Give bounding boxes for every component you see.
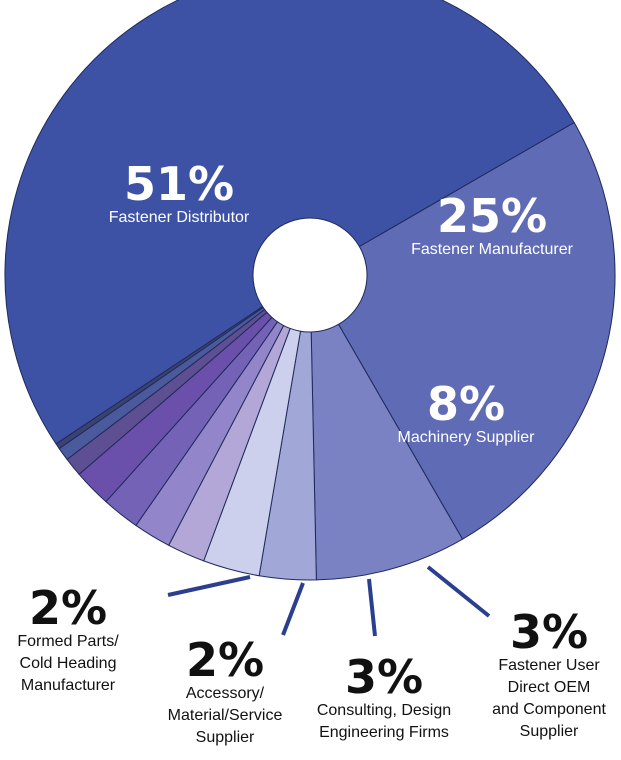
value-label-accessory-material-service-supplier: 2%: [186, 633, 264, 687]
category-label-fastener-user-direct-oem-and-component-supplier-line-4: Supplier: [520, 723, 579, 740]
category-label-fastener-user-direct-oem-and-component-supplier-line-2: Direct OEM: [508, 679, 591, 696]
slice-fastener-distributor: [4, 0, 575, 445]
value-label-fastener-user-direct-oem-and-component-supplier: 3%: [510, 605, 588, 659]
callout-line-fastener-user-direct-oem-and-component-supplier: [426, 565, 491, 618]
labels-group: 25%Fastener Manufacturer 8%Machinery Supp…: [17, 157, 606, 746]
category-label-fastener-manufacturer-line-1: Fastener Manufacturer: [411, 241, 574, 258]
category-label-machinery-supplier-line-1: Machinery Supplier: [398, 429, 536, 446]
category-label-accessory-material-service-supplier-line-2: Material/Service: [168, 707, 283, 724]
callout-line-consulting-design-engineering-firms: [367, 578, 377, 637]
value-label-machinery-supplier: 8%: [427, 377, 505, 431]
category-label-fastener-user-direct-oem-and-component-supplier-line-1: Fastener User: [498, 657, 600, 674]
category-label-formed-parts-cold-heading-manufacturer-line-2: Cold Heading: [20, 655, 117, 672]
slices-group: [4, 0, 616, 581]
callout-line-accessory-material-service-supplier: [281, 582, 305, 636]
callout-line-formed-parts-cold-heading-manufacturer: [167, 575, 251, 597]
value-label-formed-parts-cold-heading-manufacturer: 2%: [29, 581, 107, 635]
category-label-consulting-design-engineering-firms-line-1: Consulting, Design: [317, 702, 451, 719]
slice-fastener-manufacturer: [337, 121, 616, 540]
category-label-consulting-design-engineering-firms-line-2: Engineering Firms: [319, 724, 449, 741]
category-label-accessory-material-service-supplier-line-1: Accessory/: [186, 685, 265, 702]
category-label-formed-parts-cold-heading-manufacturer-line-1: Formed Parts/: [17, 633, 119, 650]
value-label-fastener-distributor: 51%: [124, 157, 234, 211]
value-label-fastener-manufacturer: 25%: [437, 189, 547, 243]
callouts-group: [167, 565, 491, 637]
slice-machinery-supplier: [310, 323, 464, 581]
category-label-fastener-distributor-line-1: Fastener Distributor: [109, 209, 250, 226]
category-label-fastener-user-direct-oem-and-component-supplier-line-3: and Component: [492, 701, 606, 718]
category-label-accessory-material-service-supplier-line-3: Supplier: [196, 729, 255, 746]
category-label-formed-parts-cold-heading-manufacturer-line-3: Manufacturer: [21, 677, 116, 694]
value-label-consulting-design-engineering-firms: 3%: [345, 650, 423, 704]
